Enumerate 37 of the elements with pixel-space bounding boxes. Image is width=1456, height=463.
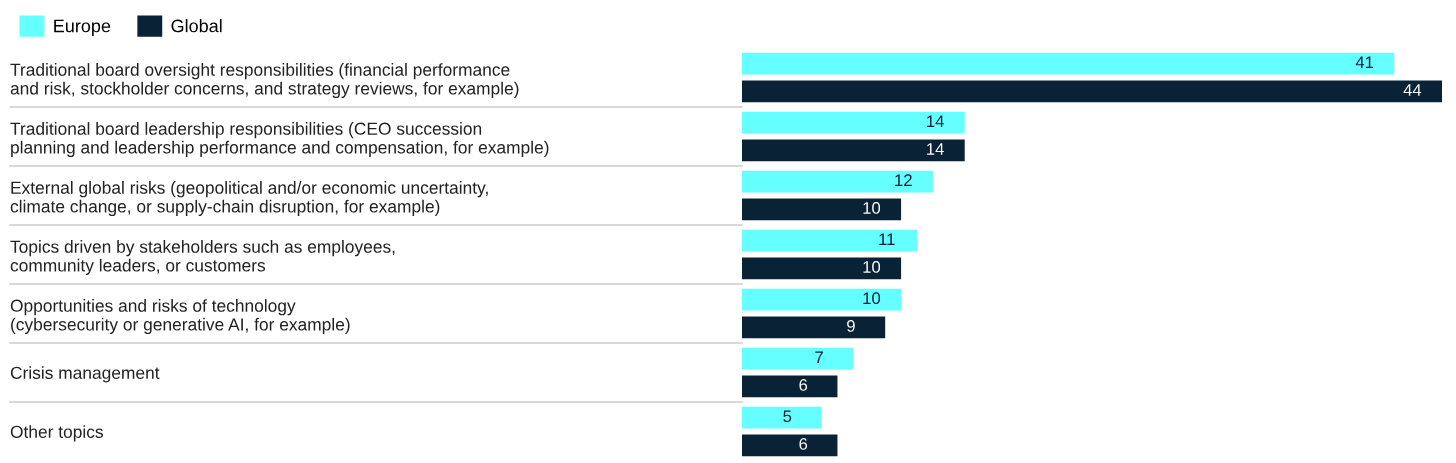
bar	[742, 406, 822, 429]
y-tick-label: Opportunities and risks of technology (cybersecurity or generative AI, for example)	[10, 299, 350, 334]
data-label: 10	[863, 261, 881, 273]
data-label: 44	[1403, 84, 1422, 96]
data-label: 14	[927, 115, 944, 127]
bar	[742, 257, 902, 280]
bar	[742, 111, 965, 134]
bar	[742, 170, 933, 193]
legend-label: Global	[171, 19, 222, 33]
data-label: 6	[799, 438, 808, 450]
bar	[742, 375, 838, 398]
bar	[742, 139, 965, 162]
bar	[742, 198, 902, 221]
bar	[742, 288, 902, 311]
bar	[742, 347, 854, 370]
y-tick-label: Traditional board oversight responsibilities (financial performance and risk, stockholder concerns, and strategy reviews, for example)	[10, 63, 519, 98]
data-label: 11	[879, 233, 895, 245]
y-tick-label: Crisis management	[10, 366, 160, 383]
y-tick-label: Traditional board leadership responsibilities (CEO succession planning and leadership performance and compensation, for example)	[10, 122, 549, 157]
data-label: 9	[847, 320, 855, 332]
bar	[742, 434, 838, 457]
legend-label: Europe	[54, 19, 111, 36]
data-label: 41	[1355, 56, 1374, 68]
data-label: 10	[863, 202, 881, 214]
bar	[742, 229, 917, 252]
bar	[742, 316, 886, 339]
bar	[742, 80, 1442, 103]
data-label: 5	[783, 410, 792, 423]
y-tick-label: Topics driven by stakeholders such as employees, community leaders, or customers	[10, 240, 395, 275]
y-tick-label: Other topics	[10, 425, 103, 442]
data-label: 12	[895, 174, 912, 186]
y-tick-label: External global risks (geopolitical and/or economic uncertainty, climate change, or supply-chain disruption, for example)	[10, 181, 488, 216]
data-label: 7	[815, 351, 823, 363]
data-label: 6	[799, 379, 808, 391]
data-label: 14	[927, 143, 944, 155]
bar	[742, 52, 1395, 75]
data-label: 10	[863, 292, 881, 305]
